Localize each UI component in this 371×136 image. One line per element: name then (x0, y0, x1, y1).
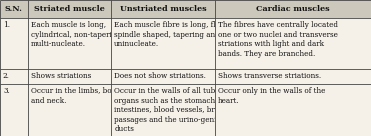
Text: Shows striations: Shows striations (31, 72, 91, 80)
Text: Occur only in the walls of the
heart.: Occur only in the walls of the heart. (218, 87, 325, 105)
Text: Each muscle is long,
cylindrical, non-tapering and
multi-nucleate.: Each muscle is long, cylindrical, non-ta… (31, 21, 137, 48)
Text: Occur in the walls of all tubular
organs such as the stomach,
intestines, blood : Occur in the walls of all tubular organs… (114, 87, 243, 133)
Text: Cardiac muscles: Cardiac muscles (256, 5, 330, 13)
Bar (0, 0, 371, 18)
Text: S.N.: S.N. (5, 5, 23, 13)
Text: Unstriated muscles: Unstriated muscles (120, 5, 207, 13)
Text: Occur in the limbs, body wall
and neck.: Occur in the limbs, body wall and neck. (31, 87, 138, 105)
Text: Shows transverse striations.: Shows transverse striations. (218, 72, 321, 80)
Text: Each muscle fibre is long, flattened,
spindle shaped, tapering and
uninucleate.: Each muscle fibre is long, flattened, sp… (114, 21, 246, 48)
Bar (0, 18, 371, 136)
Text: 2.: 2. (3, 72, 10, 80)
Text: The fibres have centrally located
one or two nuclei and transverse
striations wi: The fibres have centrally located one or… (218, 21, 338, 58)
Text: Does not show striations.: Does not show striations. (114, 72, 206, 80)
Text: 1.: 1. (3, 21, 10, 29)
Text: Striated muscle: Striated muscle (34, 5, 105, 13)
Text: 3.: 3. (3, 87, 10, 95)
